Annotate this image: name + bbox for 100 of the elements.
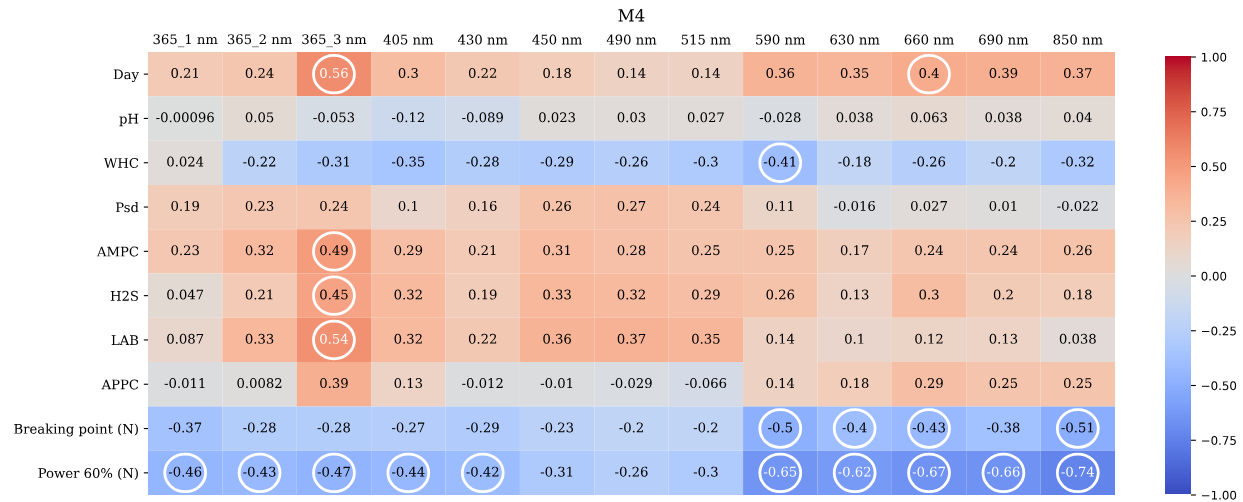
data-label: 0.21 <box>245 289 273 300</box>
data-label: -0.2 <box>693 422 718 433</box>
data-label: -0.28 <box>243 422 276 433</box>
data-label: 0.18 <box>1063 289 1092 300</box>
data-label: -0.47 <box>317 466 350 477</box>
data-label: -0.27 <box>392 422 425 433</box>
data-label: -0.053 <box>313 112 355 123</box>
data-label: 0.25 <box>766 245 794 256</box>
data-label: -0.31 <box>317 156 350 167</box>
data-label: 0.13 <box>840 289 869 300</box>
data-label: -0.01 <box>540 378 573 389</box>
data-label: 0.23 <box>245 200 274 211</box>
y-tick-label: H2S <box>110 290 139 301</box>
data-label: 0.28 <box>617 245 646 256</box>
data-label: -0.35 <box>392 156 425 167</box>
data-label: 0.22 <box>468 68 497 78</box>
data-label: 0.14 <box>766 333 795 344</box>
data-label: 0.36 <box>543 333 571 344</box>
data-label: 0.24 <box>915 245 944 256</box>
data-label: 0.14 <box>617 68 646 78</box>
data-label: 0.24 <box>692 200 720 211</box>
y-tick-label: WHC <box>103 157 139 168</box>
data-label: 0.19 <box>468 289 497 300</box>
data-label: 0.16 <box>468 200 497 211</box>
data-label: -0.46 <box>168 466 202 477</box>
data-label: 0.14 <box>692 68 720 78</box>
data-label: 0.26 <box>766 289 795 300</box>
data-label: 0.25 <box>989 378 1018 389</box>
data-label: -0.089 <box>462 112 503 123</box>
data-label: 0.32 <box>394 333 422 344</box>
data-label: -0.43 <box>912 422 945 433</box>
data-label: -0.22 <box>243 156 276 167</box>
data-label: -0.2 <box>619 422 643 433</box>
data-label: 0.29 <box>394 245 423 256</box>
data-label: 0.11 <box>766 200 794 211</box>
y-tick-label: Power 60% (N) <box>38 467 138 480</box>
data-label: 0.14 <box>766 378 795 389</box>
data-label: 0.49 <box>320 245 348 256</box>
x-tick-label: 690 nm <box>979 34 1029 45</box>
x-tick-label: 365_3 nm <box>302 34 367 48</box>
y-tick-label: APPC <box>101 379 139 390</box>
data-label: -0.4 <box>842 422 867 433</box>
data-label: -0.26 <box>615 466 648 477</box>
data-label: 0.3 <box>919 289 939 300</box>
data-label: 0.3 <box>398 68 418 78</box>
data-label: 0.0082 <box>237 378 282 389</box>
data-label: 0.27 <box>617 200 646 211</box>
data-label: -0.67 <box>912 466 945 477</box>
data-label: -0.029 <box>610 378 652 389</box>
data-label: -0.012 <box>462 378 503 389</box>
data-label: 0.24 <box>320 200 348 211</box>
data-label: -0.28 <box>466 156 499 167</box>
data-label: -0.31 <box>540 466 573 477</box>
data-label: 0.33 <box>245 333 274 344</box>
data-label: 0.024 <box>167 156 204 167</box>
data-label: 0.23 <box>171 245 199 256</box>
data-label: -0.26 <box>615 156 648 167</box>
x-tick-label: 405 nm <box>383 34 434 45</box>
data-label: -0.011 <box>164 378 205 389</box>
data-label: 0.047 <box>167 289 204 300</box>
data-label: 0.4 <box>919 68 939 78</box>
data-label: 0.03 <box>617 112 646 123</box>
color-bar-label: 0.50 <box>1201 162 1227 172</box>
data-label: 0.038 <box>836 112 873 123</box>
data-label: 0.1 <box>398 200 417 211</box>
data-label: 0.32 <box>617 289 645 300</box>
data-label: -0.2 <box>991 156 1015 167</box>
data-label: -0.43 <box>243 466 276 477</box>
data-label: -0.44 <box>392 466 425 477</box>
data-label: 0.35 <box>692 333 720 344</box>
data-label: 0.21 <box>171 68 199 78</box>
data-label: -0.016 <box>834 200 875 211</box>
color-bar-label: 0.75 <box>1201 107 1226 117</box>
data-label: 0.2 <box>993 289 1013 300</box>
data-label: 0.45 <box>320 289 348 300</box>
data-label: -0.51 <box>1061 422 1093 433</box>
data-label: 0.25 <box>1063 378 1092 389</box>
data-label: 0.027 <box>687 112 724 123</box>
x-tick-label: 365_1 nm <box>153 34 218 48</box>
data-label: 0.37 <box>1063 68 1092 78</box>
data-label: -0.23 <box>540 422 574 433</box>
data-label: -0.12 <box>392 112 424 123</box>
data-label: 0.32 <box>394 289 422 300</box>
data-label: 0.038 <box>1059 333 1096 344</box>
data-label: -0.65 <box>763 466 797 477</box>
data-label: -0.00096 <box>156 112 214 123</box>
x-tick-label: 660 nm <box>904 34 954 45</box>
data-label: 0.33 <box>543 289 571 300</box>
data-label: 0.18 <box>840 378 869 389</box>
x-tick-label: 365_2 nm <box>227 34 292 48</box>
color-bar-label: 0.00 <box>1201 271 1227 281</box>
data-label: 0.027 <box>911 200 947 211</box>
data-label: 0.063 <box>911 112 947 123</box>
color-bar-label: −0.25 <box>1201 326 1236 336</box>
data-label: -0.066 <box>685 378 727 389</box>
x-tick-label: 430 nm <box>457 34 508 45</box>
data-label: 0.22 <box>468 333 497 344</box>
data-label: 0.19 <box>171 200 199 211</box>
data-label: 0.24 <box>245 68 274 78</box>
data-label: -0.26 <box>912 156 946 167</box>
